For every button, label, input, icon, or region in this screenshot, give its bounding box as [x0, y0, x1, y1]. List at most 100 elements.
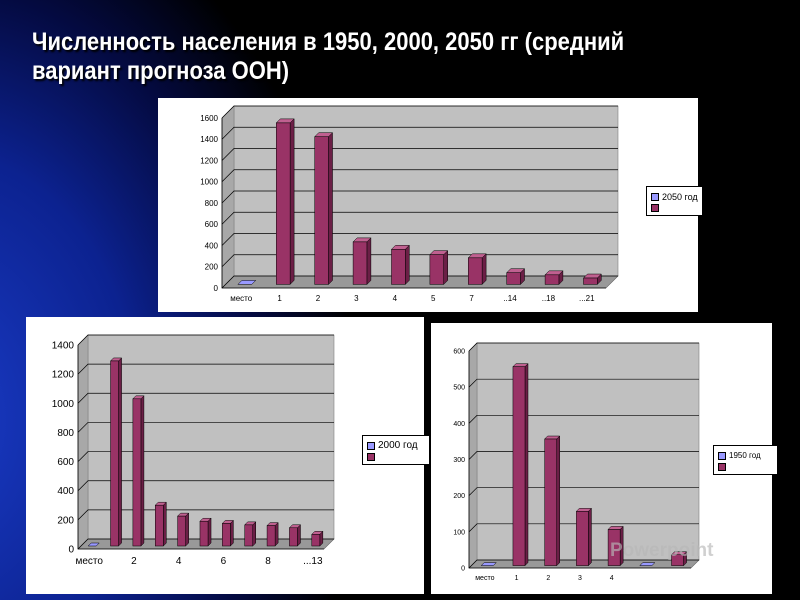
- y-tick-label: 1400: [52, 341, 75, 352]
- bar: [177, 512, 190, 547]
- bar: [199, 517, 212, 547]
- bar-top: [512, 363, 529, 367]
- gridline: [221, 126, 618, 140]
- legend-label: 1950 год: [729, 451, 761, 460]
- bar-side: [443, 250, 448, 286]
- bar-side: [230, 519, 234, 547]
- legend-entry: 2050 год: [651, 190, 698, 204]
- x-tick-label: место: [75, 556, 103, 567]
- y-tick-label: 1600: [200, 114, 218, 123]
- bar-side: [328, 132, 333, 286]
- y-tick-label: 200: [453, 493, 465, 500]
- gridline: [221, 211, 618, 225]
- chart-legend: 1950 год: [713, 445, 778, 475]
- x-tick-label: 4: [610, 575, 614, 582]
- bar-front: [199, 520, 209, 547]
- bar-chart-2050: 0 200 400 600 800 1000 1200 1400 1600 место 1 2 3 4 5 7…: [200, 105, 619, 303]
- bar-top: [544, 435, 561, 440]
- y-tick-label: 800: [57, 428, 74, 439]
- bar: [109, 357, 123, 547]
- gridline: [77, 422, 334, 433]
- chart-panel-1950: 0 100 200 300 400 500 600 место 1 2 3 4 1950 год: [431, 323, 778, 594]
- y-tick-label: 200: [205, 263, 219, 272]
- bar: [87, 542, 100, 547]
- y-tick-label: 300: [453, 457, 465, 464]
- gridline: [468, 414, 699, 424]
- watermark: Powerpoint: [610, 540, 714, 561]
- bar-front: [222, 523, 231, 547]
- bar-front: [177, 515, 186, 547]
- x-tick-label: место: [230, 294, 253, 303]
- bar: [467, 253, 487, 286]
- y-tick-label: 500: [453, 385, 465, 392]
- x-tick-label: 5: [431, 294, 436, 303]
- bar-side: [588, 507, 592, 567]
- y-tick-label: 400: [57, 486, 74, 497]
- gridline: [468, 342, 699, 352]
- bar-flat: [639, 562, 656, 566]
- bar-side: [556, 435, 560, 567]
- y-tick-label: 600: [205, 220, 219, 229]
- gridline: [77, 392, 334, 404]
- bar-front: [506, 272, 521, 285]
- legend-entry: 2000 год: [367, 439, 425, 453]
- bar-front: [352, 241, 368, 285]
- bar-side: [274, 521, 279, 547]
- x-tick-label: 3: [578, 575, 582, 582]
- y-tick-label: 1000: [52, 399, 75, 410]
- gridline: [77, 509, 334, 521]
- bar-side: [366, 237, 372, 286]
- x-tick-label: место: [475, 575, 494, 582]
- bar: [582, 273, 602, 286]
- y-tick-label: 1400: [200, 135, 218, 144]
- gridline: [77, 363, 334, 375]
- chart-panel-2050: 0 200 400 600 800 1000 1200 1400 1600 место 1 2 3 4 5 7…: [158, 98, 703, 312]
- gridline: [221, 148, 618, 161]
- bar-front: [154, 504, 164, 547]
- legend-swatch-bar: [367, 453, 375, 461]
- y-tick-label: 0: [68, 545, 74, 556]
- bar: [506, 268, 526, 286]
- bar: [221, 519, 234, 547]
- bar: [314, 132, 334, 286]
- gridline: [77, 480, 334, 491]
- bar-side: [140, 395, 145, 547]
- gridline: [221, 275, 618, 289]
- gridline: [221, 233, 618, 246]
- x-tick-label: 4: [393, 294, 398, 303]
- y-tick-label: 400: [205, 241, 219, 250]
- bar-front: [429, 254, 444, 285]
- bar-chart-1950: 0 100 200 300 400 500 600 место 1 2 3 4: [453, 342, 700, 582]
- y-tick-label: 400: [453, 421, 465, 428]
- y-tick-label: 0: [214, 284, 219, 293]
- bar: [544, 435, 561, 567]
- gridline: [221, 190, 618, 204]
- bar-front: [276, 122, 291, 285]
- x-tick-label: 2: [316, 294, 321, 303]
- bar-front: [244, 524, 254, 547]
- bar-front: [311, 534, 321, 547]
- bar: [639, 562, 656, 566]
- gridline: [468, 559, 699, 569]
- gridline: [468, 523, 699, 533]
- legend-entry: [367, 453, 425, 461]
- gridline: [77, 451, 334, 462]
- bar-front: [671, 554, 684, 566]
- bar-front: [110, 360, 119, 547]
- bar-flat: [87, 542, 100, 547]
- bar: [275, 118, 295, 286]
- gridline: [468, 451, 699, 460]
- x-tick-label: 6: [221, 556, 227, 567]
- gridline: [221, 105, 618, 119]
- bar: [132, 395, 145, 547]
- bar: [266, 521, 279, 547]
- gridline: [221, 169, 618, 182]
- legend-label: 2000 год: [378, 440, 418, 451]
- y-tick-label: 1000: [200, 178, 218, 187]
- y-tick-label: 800: [205, 199, 219, 208]
- plot-side-wall: [77, 334, 89, 550]
- chart-panel-2000: 0 200 400 600 800 1000 1200 1400 место 2 4 6 8 ...13 …: [26, 317, 430, 594]
- bar-side: [252, 521, 257, 547]
- bar: [607, 525, 624, 567]
- bar-side: [118, 357, 122, 547]
